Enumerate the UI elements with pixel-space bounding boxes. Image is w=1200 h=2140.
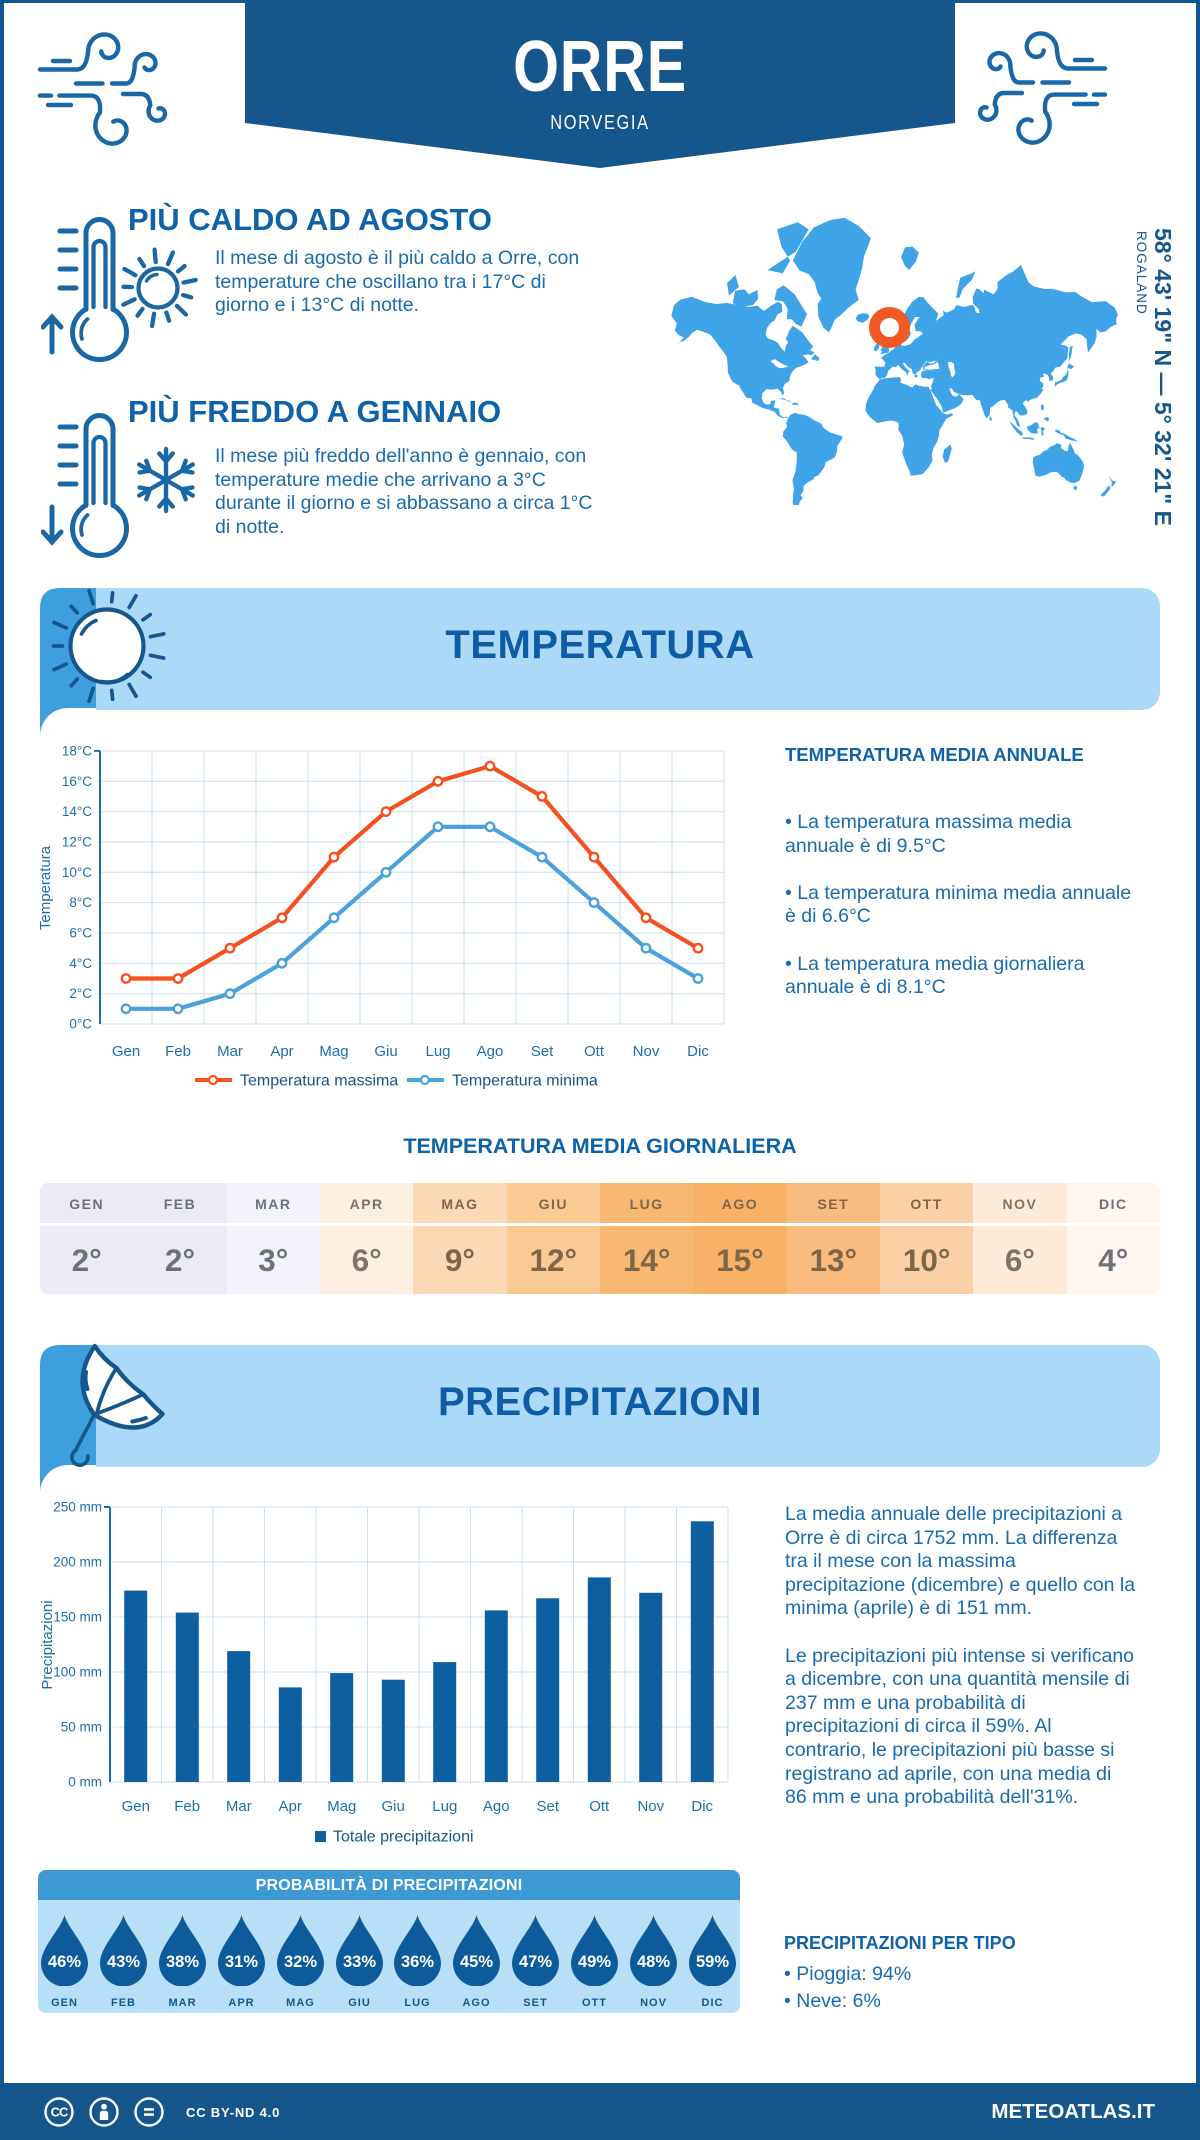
svg-text:4°C: 4°C [69,956,92,971]
svg-text:31%: 31% [225,1953,258,1971]
svg-text:Giu: Giu [374,1043,397,1060]
svg-text:Feb: Feb [174,1798,200,1815]
svg-text:150 mm: 150 mm [53,1610,102,1625]
svg-text:16°C: 16°C [62,774,92,789]
svg-text:Ott: Ott [589,1798,610,1815]
svg-text:38%: 38% [166,1953,199,1971]
svg-text:Ott: Ott [584,1043,605,1060]
svg-text:Set: Set [537,1798,560,1815]
svg-text:Mar: Mar [217,1043,243,1060]
svg-text:Feb: Feb [165,1043,191,1060]
svg-text:Apr: Apr [270,1043,293,1060]
svg-text:Dic: Dic [687,1043,709,1060]
svg-text:Mar: Mar [226,1798,252,1815]
svg-text:Giu: Giu [382,1798,405,1815]
svg-text:Gen: Gen [122,1798,150,1815]
svg-text:Lug: Lug [425,1043,450,1060]
svg-text:Mag: Mag [327,1798,356,1815]
svg-text:Temperatura: Temperatura [40,845,54,930]
svg-text:Dic: Dic [691,1798,713,1815]
svg-text:Temperatura minima: Temperatura minima [452,1073,598,1090]
svg-text:Mag: Mag [319,1043,348,1060]
svg-text:8°C: 8°C [69,895,92,910]
svg-text:Temperatura massima: Temperatura massima [240,1073,398,1090]
svg-text:Precipitazioni: Precipitazioni [40,1600,56,1689]
svg-text:250 mm: 250 mm [53,1500,102,1515]
svg-text:Set: Set [531,1043,554,1060]
svg-text:CC: CC [51,2105,69,2120]
svg-text:47%: 47% [519,1953,552,1971]
svg-text:Totale precipitazioni: Totale precipitazioni [333,1829,474,1846]
svg-text:Ago: Ago [483,1798,510,1815]
svg-text:48%: 48% [637,1953,670,1971]
svg-text:Nov: Nov [637,1798,664,1815]
svg-text:49%: 49% [578,1953,611,1971]
svg-text:59%: 59% [696,1953,729,1971]
svg-text:50 mm: 50 mm [61,1720,102,1735]
svg-text:Ago: Ago [477,1043,504,1060]
svg-text:14°C: 14°C [62,804,92,819]
svg-text:46%: 46% [48,1953,81,1971]
svg-text:100 mm: 100 mm [53,1665,102,1680]
svg-text:0 mm: 0 mm [68,1775,102,1790]
svg-text:33%: 33% [343,1953,376,1971]
svg-text:36%: 36% [401,1953,434,1971]
svg-text:32%: 32% [284,1953,317,1971]
svg-text:Lug: Lug [432,1798,457,1815]
svg-text:Gen: Gen [112,1043,140,1060]
svg-text:43%: 43% [107,1953,140,1971]
svg-text:12°C: 12°C [62,835,92,850]
svg-text:Apr: Apr [279,1798,302,1815]
svg-text:Nov: Nov [633,1043,660,1060]
svg-text:45%: 45% [460,1953,493,1971]
svg-text:200 mm: 200 mm [53,1555,102,1570]
svg-text:0°C: 0°C [69,1017,92,1032]
svg-text:18°C: 18°C [62,743,92,758]
svg-text:2°C: 2°C [69,986,92,1001]
svg-text:6°C: 6°C [69,926,92,941]
svg-text:10°C: 10°C [62,865,92,880]
